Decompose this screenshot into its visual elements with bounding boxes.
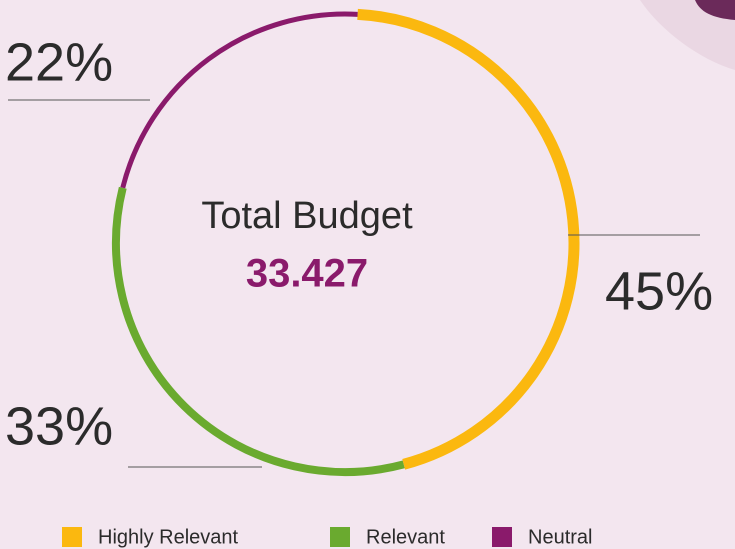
decoration <box>695 0 735 20</box>
legend-swatch <box>330 527 350 547</box>
arc <box>120 11 358 189</box>
arc <box>112 186 405 476</box>
arc <box>357 8 580 470</box>
value-label: 33% <box>5 396 113 456</box>
center-value: 33.427 <box>246 252 368 296</box>
legend-label: Highly Relevant <box>98 526 239 548</box>
value-label: 45% <box>605 261 713 321</box>
decoration <box>640 0 735 70</box>
legend-label: Relevant <box>366 526 445 548</box>
center-label: Total Budget <box>201 195 413 237</box>
legend-swatch <box>62 527 82 547</box>
legend-label: Neutral <box>528 526 592 548</box>
legend-swatch <box>492 527 512 547</box>
value-label: 22% <box>5 32 113 92</box>
